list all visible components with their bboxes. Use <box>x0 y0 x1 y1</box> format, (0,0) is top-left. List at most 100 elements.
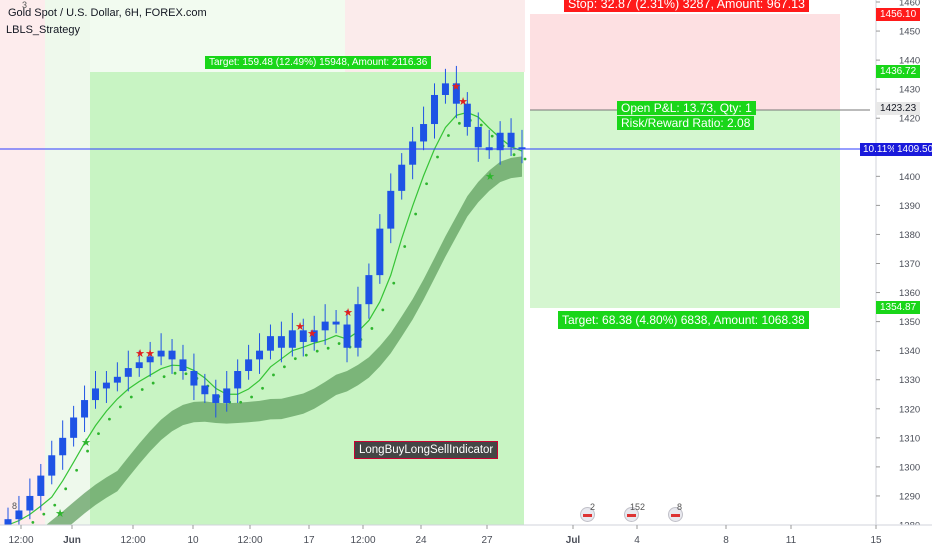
trail-dot <box>184 372 188 376</box>
y-tick-label: 1310 <box>899 433 920 444</box>
time-axis-bg <box>0 525 932 550</box>
trail-dot <box>293 357 297 361</box>
current-line-tag: 1423.23 <box>876 102 921 115</box>
signal-star: ★ <box>307 327 317 340</box>
candle-body <box>310 330 318 342</box>
trail-dot <box>86 449 89 453</box>
trail-dot <box>457 121 461 125</box>
x-tick-label: 24 <box>415 535 427 546</box>
candle-body <box>146 356 154 363</box>
signal-star: ★ <box>343 306 353 319</box>
candle-body <box>157 350 165 357</box>
candle-body <box>507 132 515 148</box>
ribbon-band <box>8 156 522 550</box>
signal-star: ★ <box>55 507 65 520</box>
x-axis-ticks: 12:00 Jun 12:00 10 12:00 17 12:00 24 27 Jul 4 8 11 15 <box>8 525 882 546</box>
ema-ribbon <box>8 156 522 550</box>
candle-body <box>48 455 56 476</box>
symbol-title[interactable]: Gold Spot / U.S. Dollar, 6H, FOREX.com <box>8 7 207 19</box>
ma-line <box>7 111 523 526</box>
y-tick-label: 1330 <box>899 375 920 386</box>
trail-dot <box>425 182 428 186</box>
left-zone-b <box>45 0 90 525</box>
y-tick-label: 1300 <box>899 462 920 473</box>
trail-dot <box>414 212 418 216</box>
candle-body <box>91 388 99 401</box>
trail-dot <box>512 153 516 157</box>
candle-body <box>441 83 449 95</box>
trail-dot <box>31 520 35 524</box>
candle-body <box>256 350 264 360</box>
moving-average-line <box>7 111 523 526</box>
trail-dot <box>140 388 144 391</box>
candle-body <box>431 94 439 125</box>
candle-body <box>201 385 209 395</box>
candle-body <box>420 124 428 142</box>
trail-dot <box>392 281 396 285</box>
trail-dot <box>250 395 253 399</box>
left-zone-a <box>0 0 45 525</box>
trail-dot <box>272 373 275 377</box>
strategy-name[interactable]: LBLS_Strategy <box>6 24 80 36</box>
trail-dot <box>381 308 385 312</box>
x-tick-label: 12:00 <box>350 535 375 546</box>
candle-body <box>15 510 23 520</box>
x-tick-label: 4 <box>634 535 640 546</box>
trail-dot <box>239 400 243 404</box>
trail-dot <box>53 503 57 507</box>
trail-dot <box>315 349 319 353</box>
x-tick-label: 12:00 <box>237 535 262 546</box>
candle-body <box>4 519 12 528</box>
trail-dot <box>370 327 374 330</box>
candle-body <box>59 437 67 456</box>
candle-body <box>474 126 482 148</box>
small-count-label: 8 <box>12 501 18 511</box>
trail-dot <box>64 487 68 491</box>
x-tick-label: 10 <box>187 535 199 546</box>
candle-body <box>70 417 78 438</box>
trail-dot <box>326 346 330 350</box>
candle-body <box>266 336 274 351</box>
x-tick-label: 27 <box>481 535 493 546</box>
candle-body <box>518 147 526 149</box>
rr-ratio-label: Risk/Reward Ratio: 2.08 <box>617 116 755 130</box>
candle-body <box>179 359 187 372</box>
candle-body <box>113 376 121 383</box>
trail-dot <box>523 157 527 161</box>
event-icon-3[interactable] <box>668 507 683 522</box>
x-tick-label: 12:00 <box>8 535 33 546</box>
stop-label: Stop: 32.87 (2.31%) 3287, Amount: 967.13 <box>564 0 809 12</box>
trail-dot <box>42 512 46 516</box>
x-tick-label: 15 <box>870 535 882 546</box>
candle-body <box>354 304 362 348</box>
target-upper-label: Target: 159.48 (12.49%) 15948, Amount: 2… <box>205 56 432 69</box>
indicator-label[interactable]: LongBuyLongSellIndicator <box>354 441 499 459</box>
trail-dot <box>108 417 111 421</box>
y-tick-label: 1400 <box>899 172 920 183</box>
y-tick-label: 1350 <box>899 317 920 328</box>
y-axis-ticks: 1280129013001310132013301340135013601370… <box>876 0 920 532</box>
price-axis-bg <box>876 0 932 525</box>
event-icon-2[interactable] <box>624 507 639 522</box>
profit-zone <box>530 110 840 308</box>
y-tick-label: 1390 <box>899 201 920 212</box>
signal-stars: ★ ★★★★★★★★★ <box>55 80 495 520</box>
candle-body <box>81 400 89 418</box>
open-pnl-label: Open P&L: 13.73, Qty: 1 <box>617 101 756 115</box>
candle-body <box>398 164 406 191</box>
signal-star: ★ <box>458 95 468 108</box>
trail-dot <box>436 155 439 159</box>
x-tick-label: 11 <box>786 535 797 546</box>
signal-star: ★ <box>145 347 155 360</box>
y-tick-label: 1430 <box>899 85 920 96</box>
candle-body <box>102 382 110 389</box>
y-tick-label: 1320 <box>899 404 920 415</box>
signal-star: ★ <box>81 436 91 449</box>
event-icon-1[interactable] <box>580 507 595 522</box>
candles <box>4 65 526 537</box>
candle-body <box>223 388 231 403</box>
trail-dot <box>479 123 483 127</box>
y-tick-label: 1440 <box>899 56 920 67</box>
y-tick-label: 1290 <box>899 491 920 502</box>
